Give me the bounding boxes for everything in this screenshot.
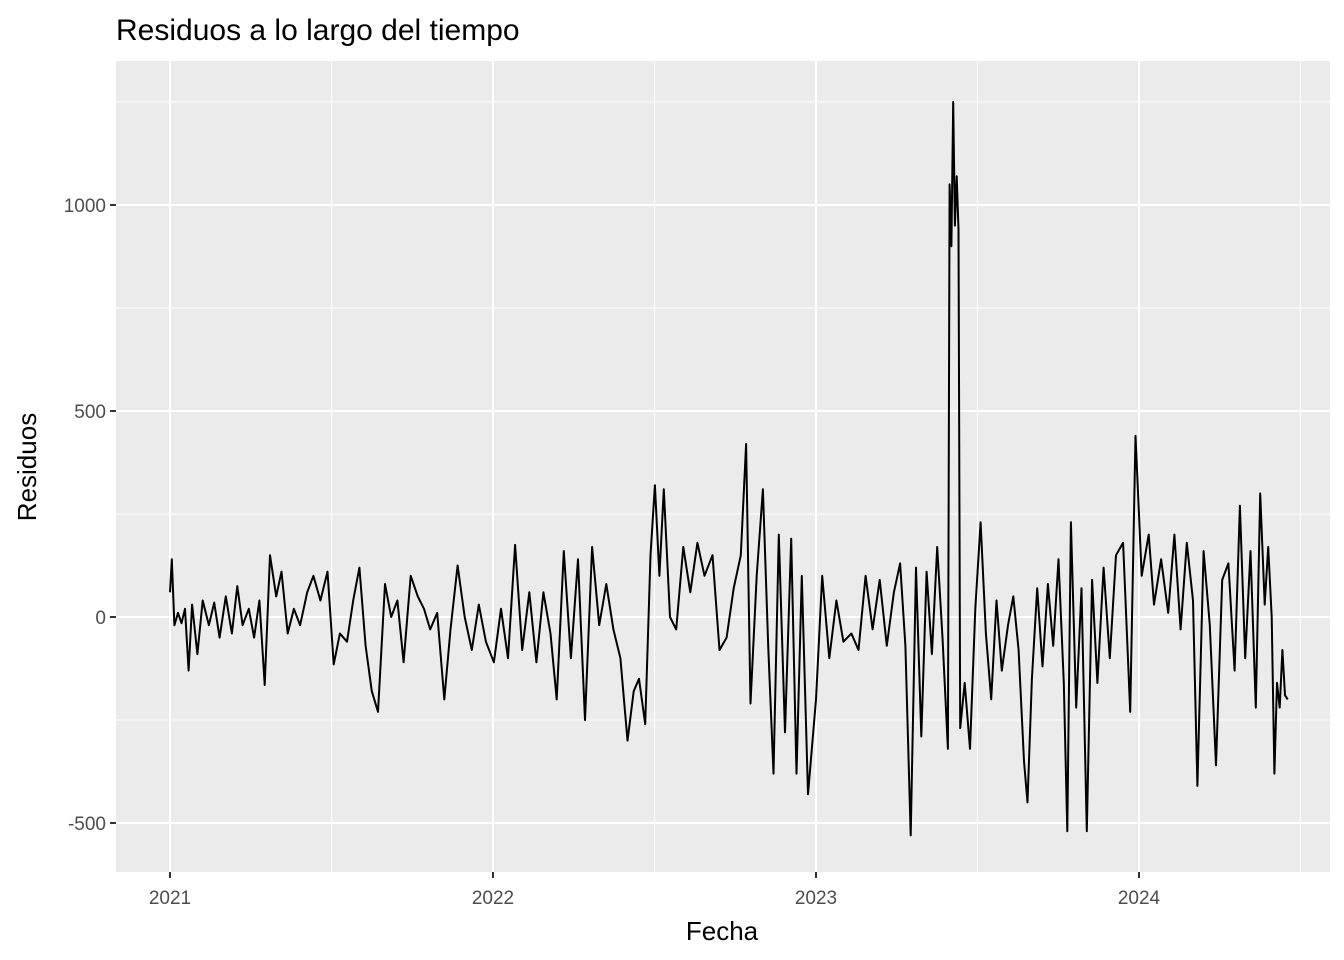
- y-axis-ticks: -500 0 500 1000: [64, 196, 116, 835]
- grid-minor: [116, 61, 1330, 872]
- residuals-line: [169, 101, 1289, 837]
- x-axis-title: Fecha: [686, 916, 759, 946]
- y-axis-title: Residuos: [12, 413, 42, 521]
- x-tick-label: 2023: [795, 888, 837, 909]
- x-tick-label: 2021: [149, 888, 191, 909]
- x-axis-ticks: 2021 2022 2023 2024: [149, 872, 1161, 909]
- grid-major: [116, 61, 1330, 872]
- y-tick-label: 1000: [64, 196, 106, 217]
- x-tick-label: 2022: [472, 888, 514, 909]
- chart-title: Residuos a lo largo del tiempo: [116, 14, 520, 47]
- x-tick-label: 2024: [1118, 888, 1161, 909]
- y-tick-label: 0: [95, 608, 106, 629]
- plot-panel: [116, 61, 1330, 872]
- y-tick-label: 500: [74, 402, 106, 423]
- y-tick-label: -500: [68, 814, 106, 835]
